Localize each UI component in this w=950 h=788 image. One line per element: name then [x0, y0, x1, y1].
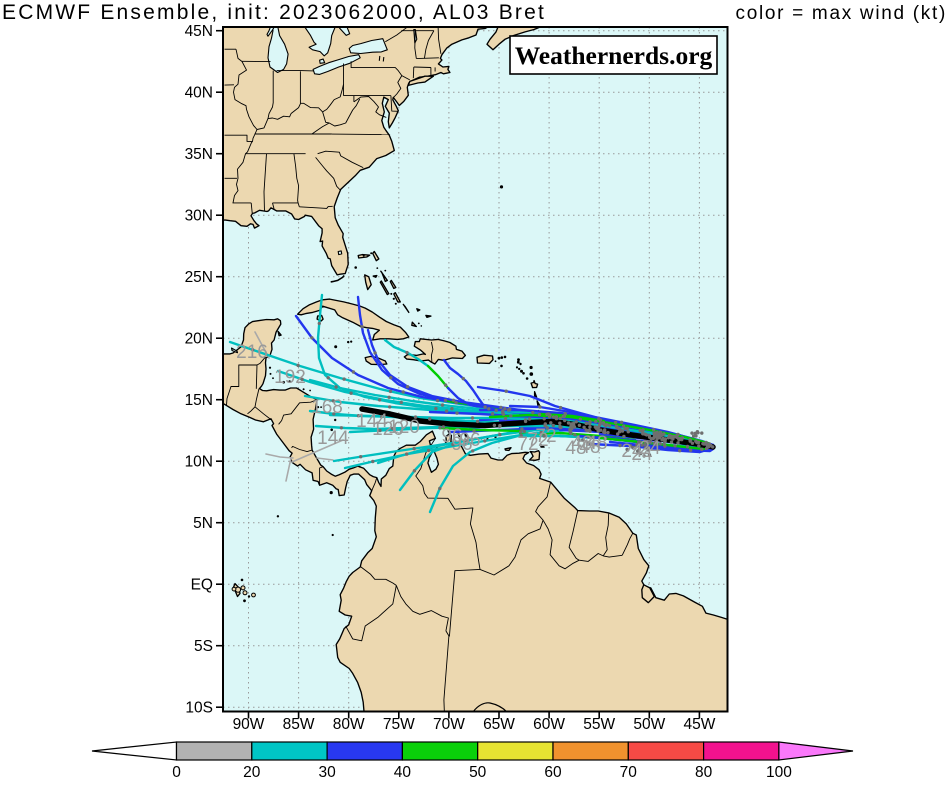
svg-text:EQ: EQ: [191, 577, 213, 594]
svg-text:72: 72: [535, 426, 556, 447]
svg-text:70W: 70W: [433, 716, 465, 733]
svg-text:192: 192: [274, 367, 306, 388]
svg-text:24: 24: [631, 444, 653, 465]
svg-text:25N: 25N: [185, 269, 213, 286]
svg-text:85W: 85W: [283, 716, 315, 733]
svg-text:40N: 40N: [185, 85, 213, 102]
svg-text:144: 144: [356, 411, 388, 432]
svg-text:5N: 5N: [193, 515, 213, 532]
svg-text:48: 48: [571, 433, 592, 454]
svg-text:30: 30: [318, 764, 336, 781]
svg-text:100: 100: [766, 764, 792, 781]
svg-text:80W: 80W: [333, 716, 365, 733]
svg-text:45N: 45N: [185, 23, 213, 40]
svg-text:48: 48: [586, 433, 607, 454]
svg-text:216: 216: [236, 342, 268, 363]
svg-text:144: 144: [317, 428, 349, 449]
svg-text:50W: 50W: [633, 716, 665, 733]
svg-text:ECMWF Ensemble, init: 20230620: ECMWF Ensemble, init: 2023062000, AL03 B…: [2, 1, 546, 24]
svg-text:90W: 90W: [233, 716, 265, 733]
svg-text:55W: 55W: [583, 716, 615, 733]
svg-text:120: 120: [372, 419, 404, 440]
svg-text:20: 20: [243, 764, 261, 781]
svg-text:168: 168: [311, 397, 343, 418]
svg-text:80: 80: [695, 764, 713, 781]
svg-text:48: 48: [565, 438, 586, 459]
svg-text:15N: 15N: [185, 392, 213, 409]
svg-text:20N: 20N: [185, 331, 213, 348]
svg-text:75W: 75W: [383, 716, 415, 733]
svg-text:10S: 10S: [185, 700, 213, 717]
svg-text:96: 96: [441, 426, 462, 447]
svg-text:0: 0: [172, 764, 181, 781]
svg-text:72: 72: [517, 434, 538, 455]
svg-text:40: 40: [394, 764, 412, 781]
svg-text:35N: 35N: [185, 146, 213, 163]
svg-text:72: 72: [527, 430, 548, 451]
svg-text:24: 24: [621, 441, 643, 462]
svg-text:50: 50: [469, 764, 487, 781]
svg-text:color = max wind (kt): color = max wind (kt): [736, 3, 948, 24]
svg-text:60: 60: [544, 764, 562, 781]
svg-text:96: 96: [451, 434, 472, 455]
svg-text:24: 24: [639, 438, 661, 459]
svg-text:60W: 60W: [533, 716, 565, 733]
svg-text:30N: 30N: [185, 208, 213, 225]
svg-text:5S: 5S: [194, 638, 213, 655]
svg-text:45W: 45W: [683, 716, 715, 733]
svg-text:Weathernerds.org: Weathernerds.org: [515, 41, 713, 70]
svg-text:120: 120: [388, 417, 420, 438]
svg-text:10N: 10N: [185, 454, 213, 471]
svg-text:96: 96: [459, 430, 480, 451]
svg-text:70: 70: [620, 764, 638, 781]
svg-text:65W: 65W: [483, 716, 515, 733]
svg-text:48: 48: [579, 437, 600, 458]
